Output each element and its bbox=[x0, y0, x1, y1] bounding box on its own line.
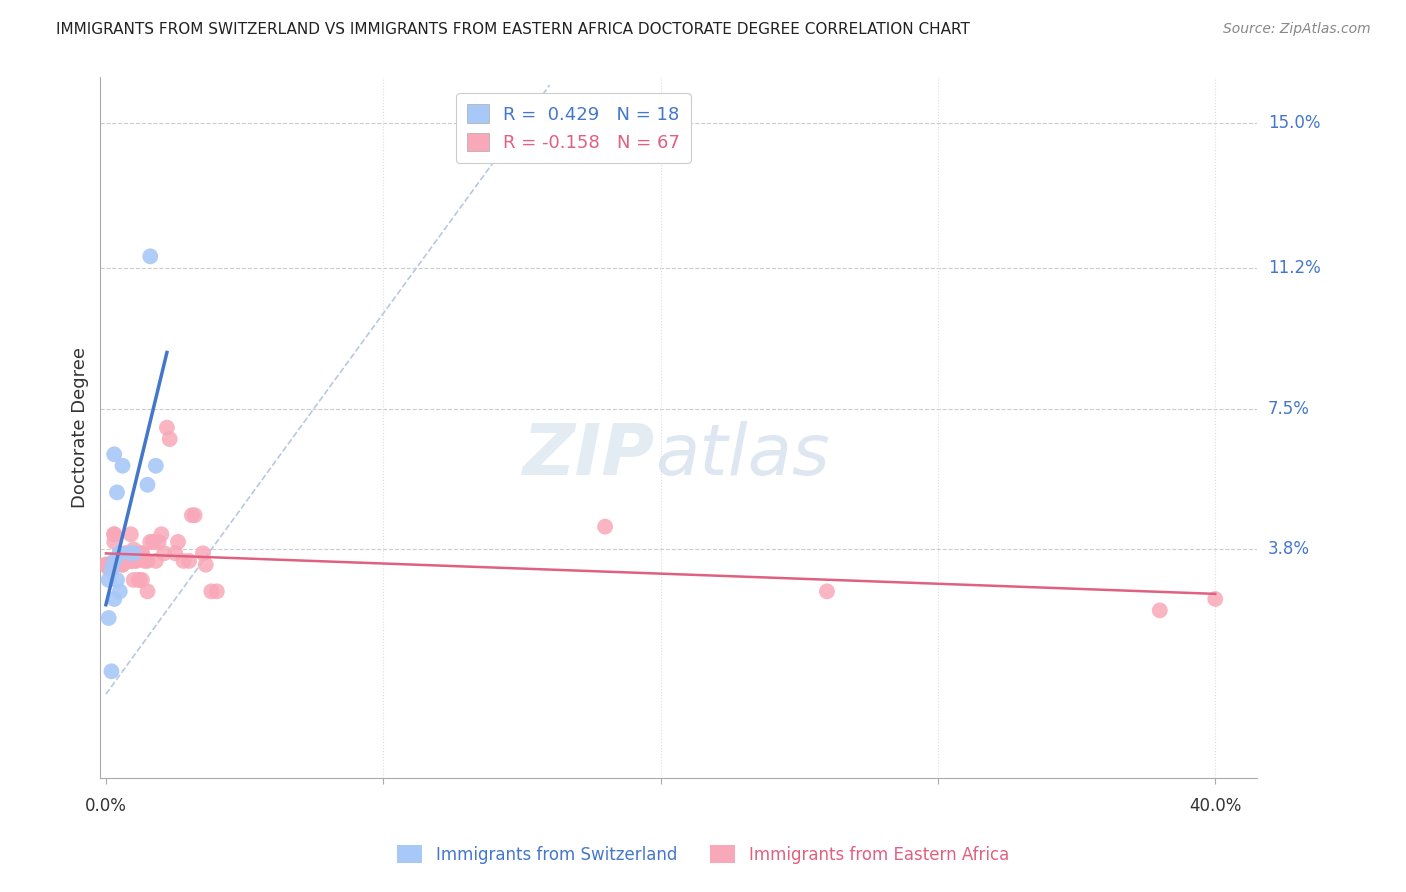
Point bbox=[100, 561, 122, 575]
Text: 0.0%: 0.0% bbox=[84, 797, 127, 815]
Point bbox=[156, 420, 179, 434]
Point bbox=[120, 527, 142, 541]
Point bbox=[117, 554, 139, 568]
Point bbox=[153, 546, 176, 560]
Text: 40.0%: 40.0% bbox=[1189, 797, 1241, 815]
Point bbox=[125, 546, 148, 560]
Point bbox=[117, 554, 139, 568]
Point bbox=[200, 584, 222, 599]
Point bbox=[97, 558, 120, 572]
Point bbox=[136, 584, 159, 599]
Point bbox=[593, 519, 616, 533]
Text: 7.5%: 7.5% bbox=[1268, 400, 1310, 417]
Point bbox=[108, 546, 131, 560]
Point bbox=[103, 447, 125, 461]
Point bbox=[94, 558, 117, 572]
Point bbox=[150, 527, 173, 541]
Text: ZIP: ZIP bbox=[523, 421, 655, 491]
Point bbox=[117, 550, 139, 565]
Point bbox=[103, 534, 125, 549]
Point bbox=[120, 554, 142, 568]
Point bbox=[105, 554, 128, 568]
Point bbox=[100, 561, 122, 575]
Point bbox=[1149, 603, 1171, 617]
Point bbox=[97, 561, 120, 575]
Point bbox=[173, 554, 195, 568]
Point bbox=[139, 534, 162, 549]
Point bbox=[205, 584, 228, 599]
Point bbox=[145, 458, 167, 473]
Point bbox=[100, 561, 122, 575]
Point bbox=[159, 432, 181, 446]
Point bbox=[114, 554, 136, 568]
Text: 11.2%: 11.2% bbox=[1268, 259, 1320, 277]
Point bbox=[111, 458, 134, 473]
Point bbox=[97, 558, 120, 572]
Point bbox=[100, 561, 122, 575]
Point bbox=[103, 554, 125, 568]
Point bbox=[191, 546, 214, 560]
Point bbox=[122, 573, 145, 587]
Point bbox=[122, 546, 145, 560]
Point bbox=[131, 546, 153, 560]
Point bbox=[145, 554, 167, 568]
Point bbox=[111, 554, 134, 568]
Point bbox=[183, 508, 205, 523]
Point bbox=[142, 534, 165, 549]
Text: atlas: atlas bbox=[655, 421, 830, 491]
Point bbox=[108, 554, 131, 568]
Text: Source: ZipAtlas.com: Source: ZipAtlas.com bbox=[1223, 22, 1371, 37]
Text: 3.8%: 3.8% bbox=[1268, 541, 1310, 558]
Point bbox=[105, 558, 128, 572]
Point bbox=[114, 546, 136, 560]
Y-axis label: Doctorate Degree: Doctorate Degree bbox=[72, 347, 89, 508]
Point bbox=[111, 558, 134, 572]
Point bbox=[97, 573, 120, 587]
Point bbox=[103, 591, 125, 606]
Point bbox=[100, 561, 122, 575]
Point bbox=[165, 546, 187, 560]
Point bbox=[815, 584, 838, 599]
Text: IMMIGRANTS FROM SWITZERLAND VS IMMIGRANTS FROM EASTERN AFRICA DOCTORATE DEGREE C: IMMIGRANTS FROM SWITZERLAND VS IMMIGRANT… bbox=[56, 22, 970, 37]
Point bbox=[108, 554, 131, 568]
Point bbox=[100, 665, 122, 679]
Point bbox=[108, 546, 131, 560]
Legend: Immigrants from Switzerland, Immigrants from Eastern Africa: Immigrants from Switzerland, Immigrants … bbox=[391, 838, 1015, 871]
Point bbox=[139, 249, 162, 263]
Point bbox=[131, 573, 153, 587]
Point bbox=[111, 558, 134, 572]
Point bbox=[1204, 591, 1226, 606]
Point bbox=[108, 554, 131, 568]
Point bbox=[105, 554, 128, 568]
Point bbox=[103, 527, 125, 541]
Point bbox=[105, 485, 128, 500]
Point bbox=[148, 534, 170, 549]
Point bbox=[103, 527, 125, 541]
Point bbox=[122, 554, 145, 568]
Legend: R =  0.429   N = 18, R = -0.158   N = 67: R = 0.429 N = 18, R = -0.158 N = 67 bbox=[457, 94, 690, 163]
Point bbox=[97, 611, 120, 625]
Point bbox=[125, 554, 148, 568]
Point bbox=[122, 542, 145, 557]
Point bbox=[194, 558, 217, 572]
Point bbox=[128, 573, 150, 587]
Point bbox=[120, 546, 142, 560]
Text: 15.0%: 15.0% bbox=[1268, 114, 1320, 132]
Point bbox=[134, 554, 156, 568]
Point bbox=[120, 554, 142, 568]
Point bbox=[105, 573, 128, 587]
Point bbox=[131, 546, 153, 560]
Point bbox=[167, 534, 190, 549]
Point bbox=[180, 508, 202, 523]
Point bbox=[177, 554, 200, 568]
Point bbox=[117, 554, 139, 568]
Point bbox=[114, 546, 136, 560]
Point bbox=[94, 558, 117, 572]
Point bbox=[128, 573, 150, 587]
Point bbox=[108, 584, 131, 599]
Point bbox=[97, 558, 120, 572]
Point bbox=[136, 477, 159, 491]
Point bbox=[136, 554, 159, 568]
